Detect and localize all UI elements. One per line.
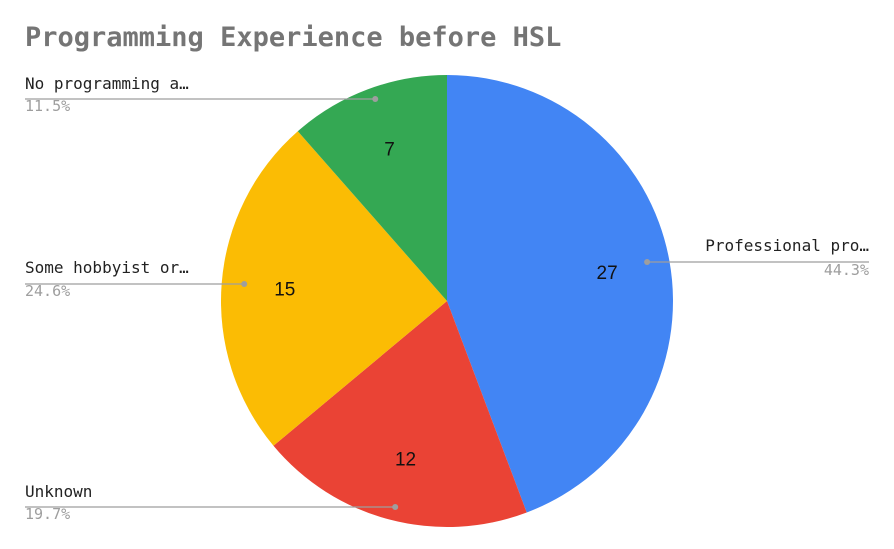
pie-slice-unknown bbox=[273, 301, 527, 527]
pie-slice-no-programming-a bbox=[297, 75, 447, 301]
slice-category-label: Unknown bbox=[25, 482, 92, 501]
pie-slice-some-hobbyist-or bbox=[220, 131, 447, 446]
slice-category-label: No programming a… bbox=[25, 74, 189, 93]
chart-title: Programming Experience before HSL bbox=[25, 22, 562, 53]
leader-dot bbox=[392, 504, 399, 510]
slice-percent-label: 44.3% bbox=[824, 261, 869, 279]
leader-dot bbox=[372, 96, 379, 102]
slice-value-label: 15 bbox=[274, 279, 295, 300]
slice-value-label: 27 bbox=[597, 263, 618, 284]
slice-percent-label: 11.5% bbox=[25, 97, 70, 115]
slice-category-label: Professional pro… bbox=[705, 236, 869, 255]
pie-slice-professional-pro bbox=[447, 75, 673, 513]
slice-percent-label: 19.7% bbox=[25, 505, 70, 523]
slice-percent-label: 24.6% bbox=[25, 282, 70, 300]
leader-dot bbox=[241, 281, 248, 287]
slice-value-label: 7 bbox=[384, 140, 395, 161]
leader-dot bbox=[644, 259, 651, 265]
slice-value-label: 12 bbox=[395, 449, 416, 470]
slice-category-label: Some hobbyist or… bbox=[25, 258, 189, 277]
